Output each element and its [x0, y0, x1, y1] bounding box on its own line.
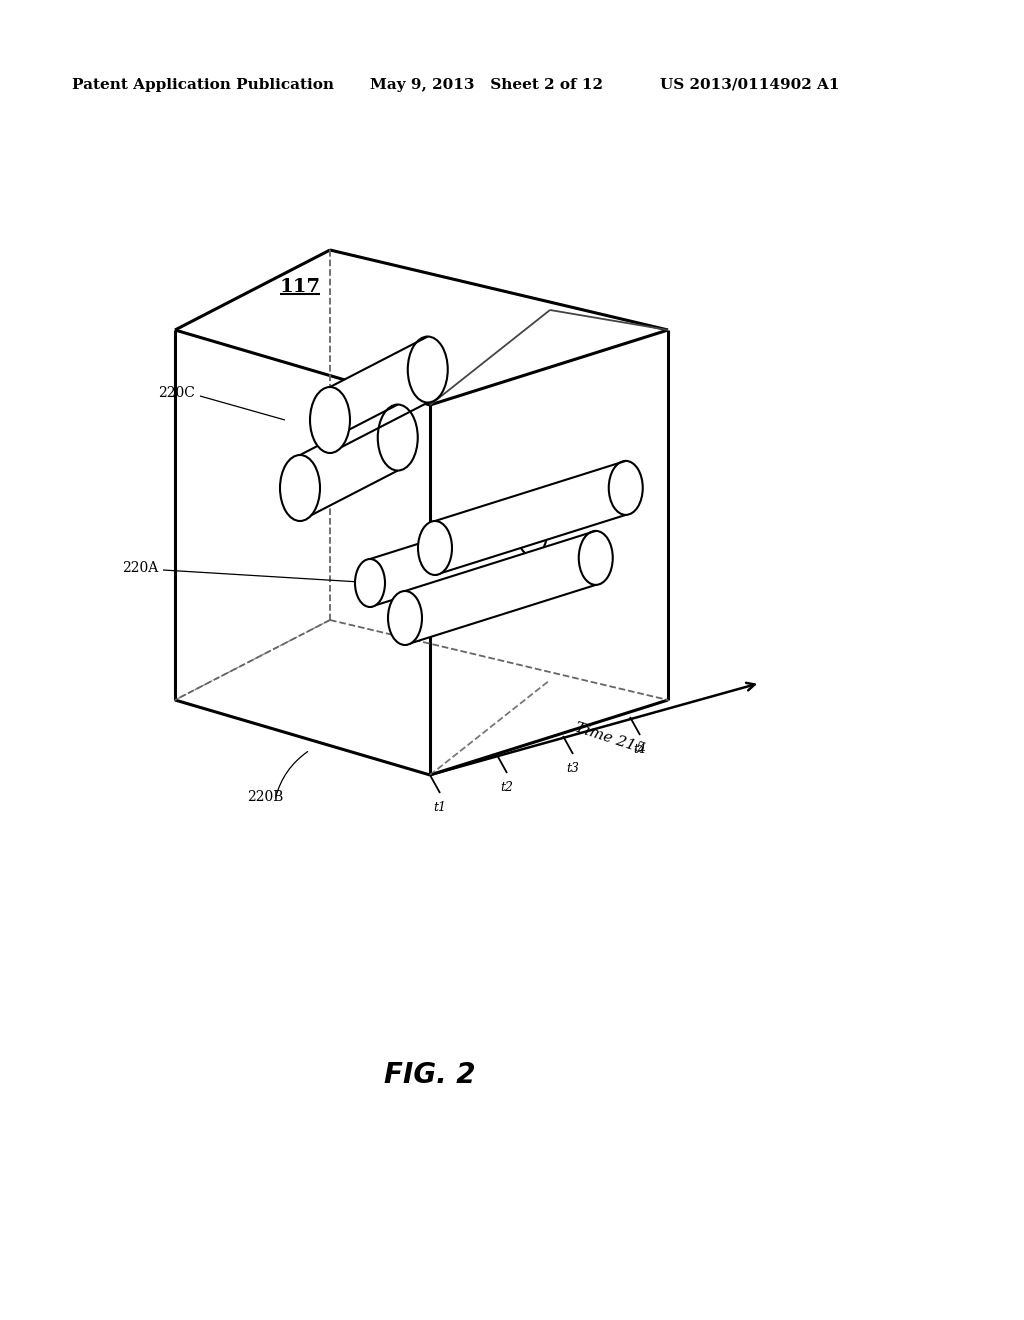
Polygon shape	[300, 404, 397, 521]
Ellipse shape	[310, 387, 350, 453]
Text: t3: t3	[566, 762, 579, 775]
Text: 220A: 220A	[122, 561, 158, 576]
Text: US 2013/0114902 A1: US 2013/0114902 A1	[660, 78, 840, 92]
Polygon shape	[435, 461, 626, 576]
Polygon shape	[330, 337, 428, 453]
Text: Time 215: Time 215	[573, 721, 647, 756]
Ellipse shape	[378, 404, 418, 470]
Text: 220B: 220B	[247, 789, 284, 804]
Ellipse shape	[388, 591, 422, 645]
Ellipse shape	[517, 508, 547, 556]
Text: May 9, 2013   Sheet 2 of 12: May 9, 2013 Sheet 2 of 12	[370, 78, 603, 92]
Text: FIG. 2: FIG. 2	[384, 1061, 476, 1089]
Ellipse shape	[579, 531, 612, 585]
Text: 220C: 220C	[158, 385, 195, 400]
Ellipse shape	[408, 337, 447, 403]
Text: t1: t1	[433, 801, 446, 814]
Text: t2: t2	[500, 781, 513, 795]
Ellipse shape	[418, 521, 452, 576]
Polygon shape	[406, 531, 596, 645]
Text: t4: t4	[633, 743, 646, 756]
Ellipse shape	[608, 461, 643, 515]
Ellipse shape	[280, 455, 319, 521]
Text: 117: 117	[280, 279, 321, 296]
Text: Patent Application Publication: Patent Application Publication	[72, 78, 334, 92]
Polygon shape	[370, 508, 532, 607]
Ellipse shape	[355, 558, 385, 607]
